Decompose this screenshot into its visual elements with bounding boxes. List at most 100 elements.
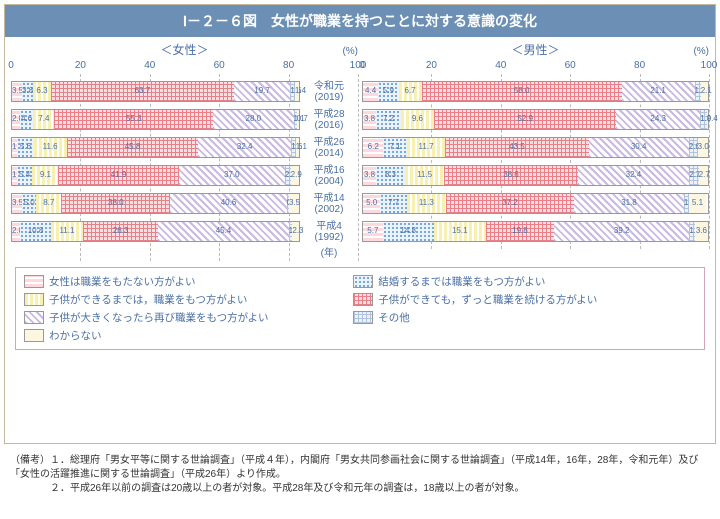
stack: 5.07.711.337.231.81.45.1 <box>362 193 709 214</box>
bar-row: 3.87.29.652.924.31.90.4 <box>362 107 709 132</box>
segment: 11.7 <box>407 138 446 157</box>
tick: 60 <box>214 60 225 71</box>
note-line: （備考）１．総理府「男女平等に関する世論調査」（平成４年），内閣府「男女共同参画… <box>10 454 710 482</box>
tick: 40 <box>144 60 155 71</box>
segment: 6.7 <box>399 82 422 101</box>
segment: 5.0 <box>22 194 36 213</box>
chart-area: ＜女性＞(%)0204060801003.53.86.363.719.71.61… <box>5 37 715 263</box>
segment: 3.6 <box>695 222 707 241</box>
legend-item: 子供ができるまでは，職業をもつ方がよい <box>24 292 353 307</box>
segment: 41.9 <box>58 166 178 185</box>
segment: 3.5 <box>289 194 299 213</box>
segment: 43.5 <box>445 138 588 157</box>
stack: 3.87.29.652.924.31.90.4 <box>362 109 709 130</box>
legend-item: 女性は職業をもたない方がよい <box>24 274 353 289</box>
figure-title: Ⅰ－２－６図 女性が職業を持つことに対する意識の変化 <box>5 5 715 37</box>
gridline <box>709 74 710 249</box>
segment: 24.3 <box>616 110 700 129</box>
note-line: ２．平成26年以前の調査は20歳以上の者が対象。平成28年及び令和元年の調査は，… <box>10 482 710 496</box>
bar-row: 5.07.711.337.231.81.45.1 <box>362 191 709 216</box>
segment: 39.2 <box>554 222 689 241</box>
segment: 5.9 <box>378 82 398 101</box>
legend-swatch <box>353 293 373 306</box>
segment: 55.3 <box>54 110 213 129</box>
segment: 7.2 <box>376 110 401 129</box>
segment: 6.3 <box>33 82 51 101</box>
segment: 11.5 <box>405 166 445 185</box>
year-label: 平成16(2004) <box>300 165 358 187</box>
gridline <box>358 74 359 261</box>
pct-label: (%) <box>342 46 358 57</box>
legend-text: その他 <box>378 310 410 325</box>
bar-row: 6.27.111.743.530.42.63.0 <box>362 135 709 160</box>
bar-row: 3.55.08.738.040.60.83.5平成14(2002) <box>11 191 358 216</box>
bar-wrap: (%)0204060801003.53.86.363.719.71.61.4令和… <box>11 60 358 261</box>
segment: 2.9 <box>291 166 299 185</box>
segment: 11.1 <box>51 222 83 241</box>
segment: 7.4 <box>33 110 54 129</box>
panel-subtitle: ＜男性＞ <box>362 41 709 58</box>
bar-row: 3.53.86.363.719.71.61.4令和元(2019) <box>11 79 358 104</box>
segment: 3.5 <box>12 194 22 213</box>
segment: 10.8 <box>20 222 51 241</box>
segment: 5.0 <box>363 194 380 213</box>
segment: 6.2 <box>363 138 383 157</box>
year-label: 令和元(2019) <box>300 81 358 103</box>
segment: 2.8 <box>12 110 20 129</box>
legend-swatch <box>24 275 44 288</box>
segment: 8.3 <box>376 166 405 185</box>
segment: 19.8 <box>486 222 554 241</box>
stack: 2.84.67.455.328.01.10.7 <box>11 109 300 130</box>
year-label: 平成4(1992) <box>300 221 358 243</box>
stack: 2.810.811.126.345.41.32.3 <box>11 221 300 242</box>
axis: 020406080100 <box>11 60 358 74</box>
legend-item: 結婚するまでは職業をもつ方がよい <box>353 274 696 289</box>
segment: 28.0 <box>213 110 293 129</box>
legend-text: 結婚するまでは職業をもつ方がよい <box>378 274 545 289</box>
legend-item: 子供ができても，ずっと職業を続ける方がよい <box>353 292 696 307</box>
segment: 37.0 <box>179 166 285 185</box>
legend-item: 子供が大きくなったら再び職業をもつ方がよい <box>24 310 353 325</box>
tick: 60 <box>565 60 576 71</box>
segment: 38.6 <box>444 166 577 185</box>
year-label: 平成28(2016) <box>300 109 358 131</box>
legend-swatch <box>353 311 373 324</box>
legend-text: 女性は職業をもたない方がよい <box>49 274 195 289</box>
segment: 11.6 <box>34 138 67 157</box>
segment: 7.1 <box>383 138 406 157</box>
bar-row: 2.810.811.126.345.41.32.3平成4(1992) <box>11 219 358 244</box>
segment: 2.6 <box>689 138 698 157</box>
panel-male: ＜男性＞(%)0204060801004.45.96.758.021.11.82… <box>362 41 709 261</box>
segment: 38.0 <box>61 194 170 213</box>
stack: 3.88.311.538.632.42.72.7 <box>362 165 709 186</box>
bars: 3.53.86.363.719.71.61.4令和元(2019)2.84.67.… <box>11 74 358 261</box>
notes: （備考）１．総理府「男女平等に関する世論調査」（平成４年），内閣府「男女共同参画… <box>0 448 720 496</box>
tick: 40 <box>495 60 506 71</box>
segment: 30.4 <box>589 138 689 157</box>
tick: 0 <box>359 60 365 71</box>
segment: 14.8 <box>383 222 434 241</box>
segment: 2.8 <box>12 222 20 241</box>
segment: 3.0 <box>698 138 708 157</box>
tick: 20 <box>75 60 86 71</box>
year-unit: (年) <box>300 248 358 259</box>
stack: 3.55.08.738.040.60.83.5 <box>11 193 300 214</box>
segment: 3.8 <box>363 110 376 129</box>
segment: 40.6 <box>170 194 286 213</box>
tick: 0 <box>8 60 14 71</box>
legend-swatch <box>24 311 44 324</box>
segment: 2.3 <box>292 222 299 241</box>
segment: 2.7 <box>699 166 708 185</box>
segment: 3.8 <box>22 82 33 101</box>
year-label: 平成14(2002) <box>300 193 358 215</box>
tick: 20 <box>426 60 437 71</box>
stack: 1.75.49.141.937.02.02.9 <box>11 165 300 186</box>
stack: 3.53.86.363.719.71.61.4 <box>11 81 300 102</box>
segment: 4.6 <box>20 110 33 129</box>
legend-text: 子供ができても，ずっと職業を続ける方がよい <box>378 292 597 307</box>
stack: 1.95.611.645.832.41.61.1 <box>11 137 300 158</box>
tick: 80 <box>634 60 645 71</box>
stack: 5.714.815.119.839.21.73.6 <box>362 221 709 242</box>
bar-row: 3.88.311.538.632.42.72.7 <box>362 163 709 188</box>
segment: 7.7 <box>380 194 407 213</box>
